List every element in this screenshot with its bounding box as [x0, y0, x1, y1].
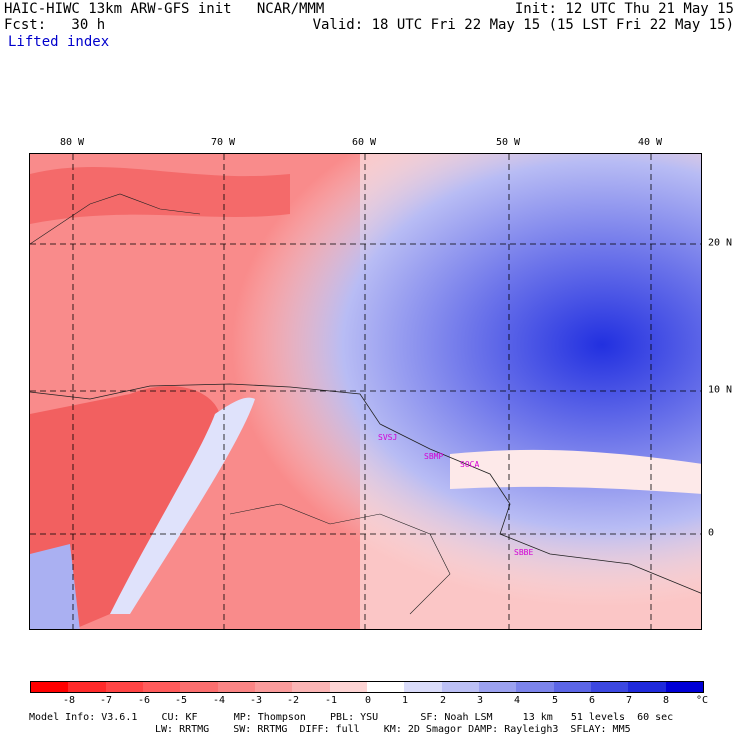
- map-canvas: [30, 154, 701, 629]
- cbar-tick: -6: [137, 695, 151, 706]
- colorbar-swatch: [105, 682, 143, 692]
- pacific-stable: [30, 544, 80, 629]
- atlantic-band: [450, 449, 701, 494]
- colorbar-swatch: [441, 682, 479, 692]
- station-soca: SOCA: [460, 460, 480, 469]
- coastline: [30, 383, 701, 594]
- andes-unstable: [30, 386, 222, 629]
- cbar-tick: 4: [513, 695, 521, 706]
- colorbar-swatch: [478, 682, 517, 692]
- cbar-tick: 7: [625, 695, 633, 706]
- caribbean-islands: [30, 193, 201, 245]
- lat-label-10n: 10 N: [708, 384, 733, 396]
- field-name: Lifted index: [8, 34, 110, 50]
- colorbar-swatch: [217, 682, 255, 692]
- colorbar-swatch: [142, 682, 181, 692]
- lon-label-40w: 40 W: [637, 137, 663, 148]
- colorbar-swatch: [366, 682, 405, 692]
- colorbar-swatch: [665, 682, 703, 692]
- andes-stable-strip: [110, 397, 255, 614]
- lon-label-80w: 80 W: [59, 137, 85, 148]
- cbar-tick: -5: [174, 695, 188, 706]
- colorbar-swatch: [329, 682, 367, 692]
- cbar-unit: °C: [695, 695, 709, 706]
- station-sbmp: SBMP: [424, 452, 444, 461]
- colorbar-swatch: [590, 682, 629, 692]
- lon-label-60w: 60 W: [351, 137, 377, 148]
- colorbar-swatch: [628, 682, 666, 692]
- lat-label-20n: 20 N: [708, 237, 733, 249]
- station-svsj: SVSJ: [378, 433, 398, 442]
- forecast-hour: Fcst: 30 h: [4, 17, 106, 33]
- cbar-tick: 5: [551, 695, 559, 706]
- border-lines: [229, 503, 451, 615]
- cbar-tick: 8: [662, 695, 670, 706]
- colorbar-swatch: [553, 682, 591, 692]
- model-info-line1: Model Info: V3.6.1 CU: KF MP: Thompson P…: [29, 712, 674, 723]
- cbar-tick: 0: [364, 695, 372, 706]
- colorbar-swatch: [31, 682, 69, 692]
- cbar-tick: 2: [439, 695, 447, 706]
- colorbar-swatch: [68, 682, 106, 692]
- colorbar-swatch: [254, 682, 293, 692]
- cbar-tick: 1: [401, 695, 409, 706]
- colorbar-swatch: [404, 682, 442, 692]
- cbar-tick: 3: [476, 695, 484, 706]
- cbar-tick: 6: [588, 695, 596, 706]
- init-time: Init: 12 UTC Thu 21 May 15: [514, 1, 734, 17]
- station-sbbe: SBBE: [514, 548, 534, 557]
- colorbar-swatch: [516, 682, 554, 692]
- caribbean-unstable: [30, 166, 290, 224]
- cbar-tick: -3: [249, 695, 263, 706]
- cbar-tick: -8: [62, 695, 76, 706]
- valid-time: Valid: 18 UTC Fri 22 May 15 (15 LST Fri …: [312, 17, 734, 33]
- cbar-tick: -1: [324, 695, 338, 706]
- lon-label-70w: 70 W: [210, 137, 236, 148]
- model-info-line2: LW: RRTMG SW: RRTMG DIFF: full KM: 2D Sm…: [155, 724, 631, 735]
- cbar-tick: -7: [99, 695, 113, 706]
- lon-label-50w: 50 W: [495, 137, 521, 148]
- colorbar: [30, 681, 704, 693]
- header-title: HAIC-HIWC 13km ARW-GFS init NCAR/MMM: [4, 1, 325, 17]
- colorbar-swatch: [292, 682, 330, 692]
- colorbar-swatch: [180, 682, 218, 692]
- lat-label-0: 0: [708, 527, 715, 539]
- lifted-index-map: [29, 153, 702, 630]
- cbar-tick: -4: [212, 695, 226, 706]
- cbar-tick: -2: [286, 695, 300, 706]
